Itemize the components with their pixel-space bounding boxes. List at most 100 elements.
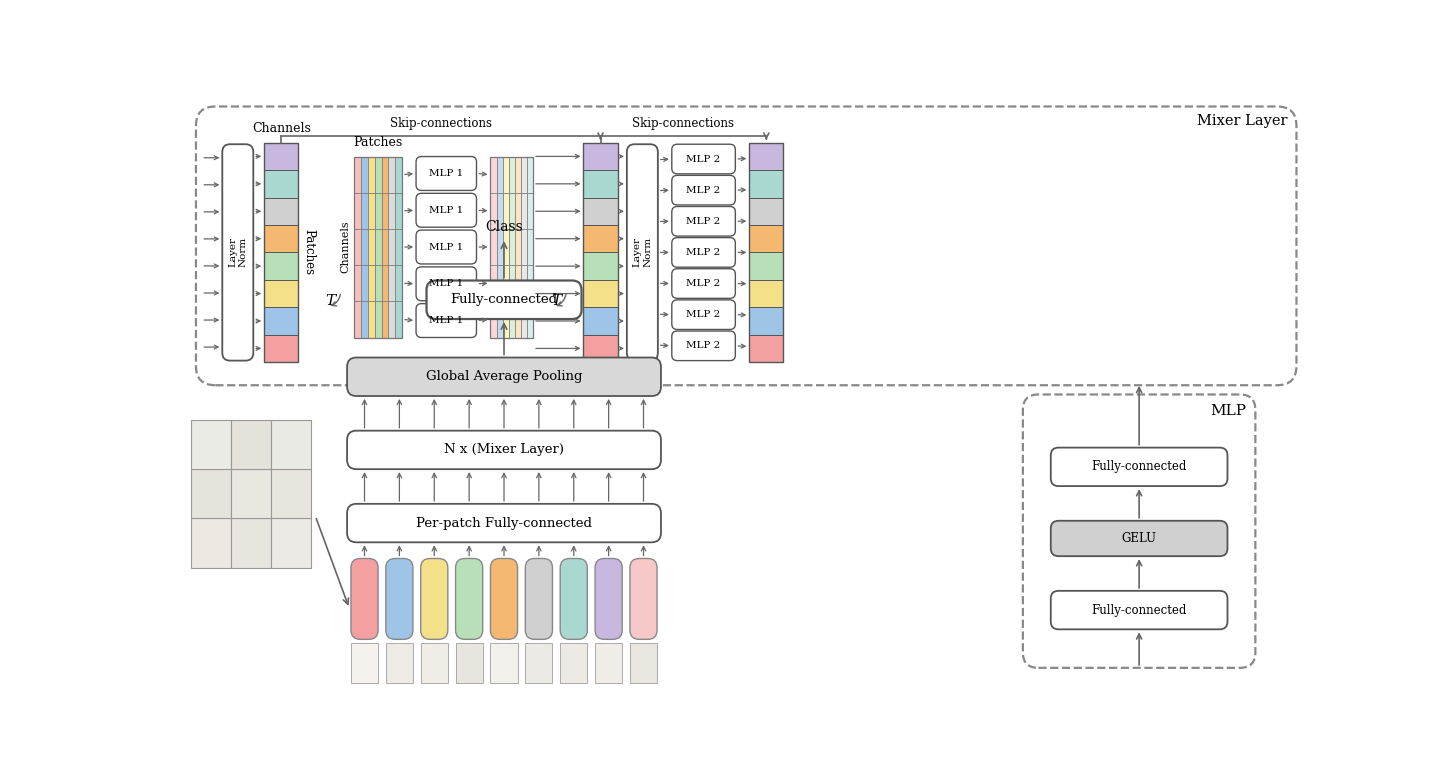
FancyBboxPatch shape (386, 558, 414, 639)
Bar (750, 143, 783, 362)
Bar (584, 225, 617, 252)
Bar (374, 265, 381, 301)
Text: Patches: Patches (303, 229, 314, 276)
Text: Class: Class (485, 220, 523, 235)
FancyBboxPatch shape (561, 558, 587, 639)
Bar (750, 279, 783, 307)
Bar (491, 157, 533, 337)
Text: GELU: GELU (1121, 532, 1156, 545)
Bar (750, 225, 783, 252)
FancyBboxPatch shape (671, 238, 735, 267)
Bar (502, 193, 508, 229)
FancyBboxPatch shape (671, 144, 735, 174)
Bar (421, 643, 448, 683)
Bar (496, 265, 502, 301)
Bar (496, 193, 502, 229)
Bar (374, 229, 381, 265)
Text: MLP 2: MLP 2 (686, 217, 721, 225)
Bar (584, 170, 617, 198)
Text: Per-patch Fully-connected: Per-patch Fully-connected (416, 516, 593, 530)
Text: Channels: Channels (252, 122, 310, 135)
Bar (395, 157, 402, 193)
Bar (389, 193, 395, 229)
Text: Skip-connections: Skip-connections (632, 117, 734, 130)
FancyBboxPatch shape (197, 107, 1296, 385)
Bar (361, 157, 368, 193)
Text: MLP 2: MLP 2 (686, 310, 721, 319)
Bar (508, 265, 515, 301)
Bar (395, 265, 402, 301)
FancyBboxPatch shape (1024, 394, 1255, 668)
Bar (508, 301, 515, 337)
FancyBboxPatch shape (223, 144, 253, 361)
Bar (584, 198, 617, 225)
Bar (264, 252, 298, 279)
FancyBboxPatch shape (416, 303, 476, 337)
Bar (271, 519, 312, 567)
Bar (491, 301, 496, 337)
Bar (515, 301, 521, 337)
FancyBboxPatch shape (526, 558, 552, 639)
Bar (381, 265, 389, 301)
FancyBboxPatch shape (351, 558, 379, 639)
FancyBboxPatch shape (456, 558, 483, 639)
Bar (527, 265, 533, 301)
Bar (750, 198, 783, 225)
Text: Mixer Layer: Mixer Layer (1197, 114, 1287, 128)
Bar (381, 157, 389, 193)
FancyBboxPatch shape (1051, 448, 1227, 486)
Bar (232, 519, 271, 567)
Bar (374, 193, 381, 229)
Bar (521, 301, 527, 337)
Bar (271, 469, 312, 519)
Bar (354, 193, 361, 229)
Bar (491, 157, 496, 193)
FancyBboxPatch shape (596, 558, 622, 639)
Text: Fully-connected: Fully-connected (1092, 604, 1187, 617)
Bar (456, 643, 483, 683)
Bar (232, 420, 271, 469)
Bar (354, 157, 361, 193)
Bar (750, 170, 783, 198)
Bar (496, 157, 502, 193)
Text: T: T (326, 293, 336, 308)
Bar (502, 265, 508, 301)
FancyBboxPatch shape (630, 558, 657, 639)
Text: MLP 1: MLP 1 (430, 169, 463, 178)
Bar (264, 279, 298, 307)
Text: Global Average Pooling: Global Average Pooling (425, 371, 582, 383)
Bar (361, 265, 368, 301)
Bar (264, 198, 298, 225)
Bar (361, 301, 368, 337)
Bar (395, 193, 402, 229)
Bar (502, 157, 508, 193)
Text: Patches: Patches (354, 136, 403, 149)
Bar (502, 301, 508, 337)
FancyBboxPatch shape (416, 230, 476, 264)
FancyBboxPatch shape (1051, 521, 1227, 556)
Text: MLP 2: MLP 2 (686, 248, 721, 257)
Bar (368, 301, 374, 337)
Bar (561, 643, 587, 683)
Bar (389, 301, 395, 337)
Bar (264, 307, 298, 335)
FancyBboxPatch shape (671, 175, 735, 205)
Bar (527, 301, 533, 337)
Bar (351, 643, 379, 683)
Bar (389, 265, 395, 301)
Bar (584, 279, 617, 307)
FancyBboxPatch shape (671, 300, 735, 330)
Bar (496, 229, 502, 265)
Bar (381, 229, 389, 265)
FancyBboxPatch shape (416, 267, 476, 301)
Text: N x (Mixer Layer): N x (Mixer Layer) (444, 443, 563, 456)
Text: Layer
Norm: Layer Norm (229, 237, 248, 267)
Bar (750, 307, 783, 335)
Bar (521, 229, 527, 265)
Text: MLP 1: MLP 1 (430, 242, 463, 252)
Bar (515, 157, 521, 193)
Bar (381, 301, 389, 337)
Bar (354, 157, 402, 337)
Text: T: T (552, 293, 562, 308)
Bar (491, 193, 496, 229)
